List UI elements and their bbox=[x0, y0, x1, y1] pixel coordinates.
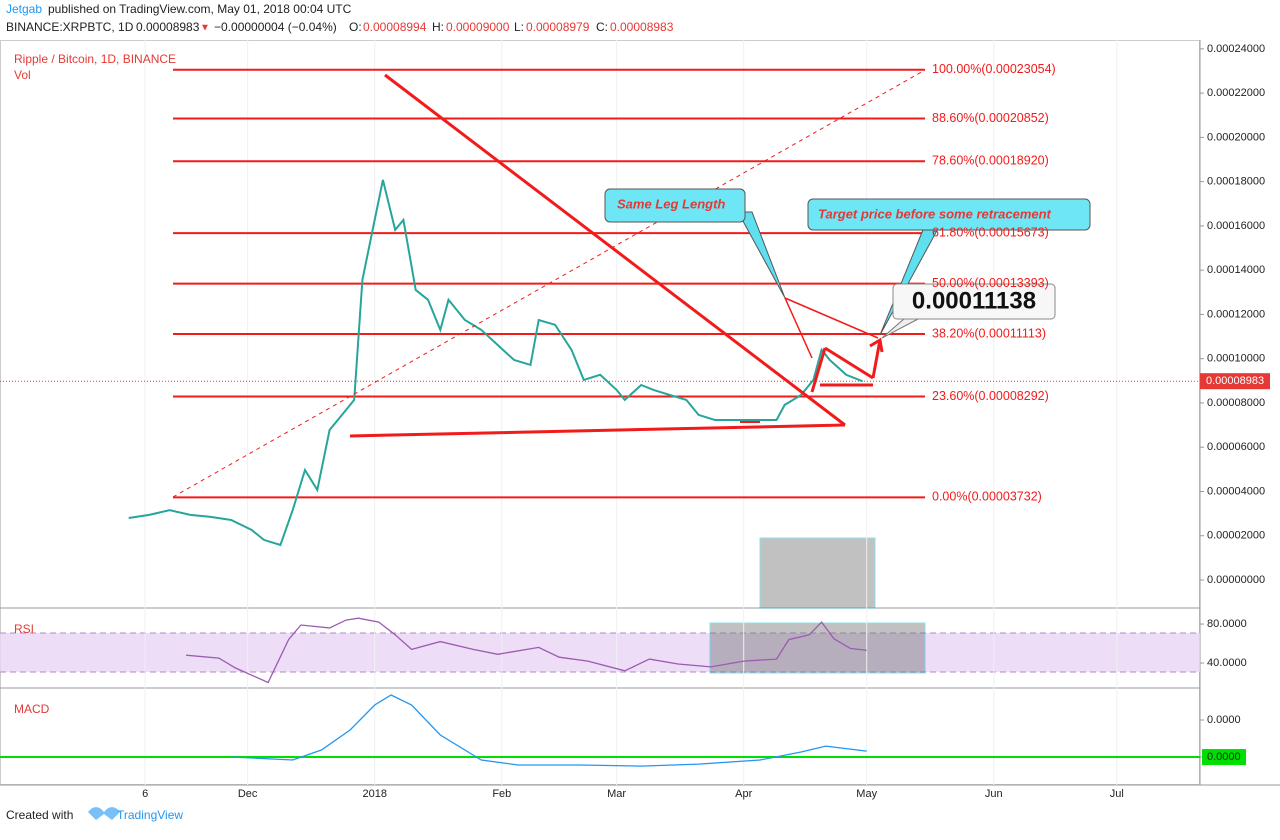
target-arrow-head bbox=[869, 337, 884, 353]
x-tick-label: Jun bbox=[985, 788, 1003, 800]
highlight-volume bbox=[759, 537, 876, 609]
target-arrow bbox=[871, 339, 882, 379]
last-price-tag bbox=[1200, 373, 1270, 390]
x-tick-label: May bbox=[856, 788, 877, 800]
callout-text: Target price before some retracement bbox=[818, 206, 1052, 221]
footer-brand: TradingView bbox=[117, 808, 183, 822]
y-tick-label: 40.0000 bbox=[1207, 657, 1247, 669]
open-label: O: bbox=[349, 20, 362, 34]
y-tick-label: 0.00004000 bbox=[1207, 485, 1265, 497]
x-tick-label: Mar bbox=[607, 788, 626, 800]
zero-tag bbox=[1202, 749, 1246, 766]
flag-line bbox=[810, 347, 827, 393]
target-price-box bbox=[892, 283, 1056, 320]
target-price: 0.00011138 bbox=[912, 287, 1036, 314]
rsi-band bbox=[0, 633, 1200, 672]
symbol: BINANCE:XRPBTC, 1D bbox=[6, 20, 134, 34]
y-tick-label: 0.00020000 bbox=[1207, 131, 1265, 143]
y-tick-label: 0.00022000 bbox=[1207, 87, 1265, 99]
low-label: L: bbox=[514, 20, 524, 34]
close-label: C: bbox=[596, 20, 608, 34]
down-arrow: ▼ bbox=[200, 23, 210, 34]
series-line bbox=[186, 617, 867, 684]
flag-line bbox=[824, 346, 874, 380]
fib-label: 100.00%(0.00023054) bbox=[932, 62, 1056, 76]
fib-label: 38.20%(0.00011113) bbox=[932, 326, 1046, 340]
fib-label: 61.80%(0.00015673) bbox=[932, 225, 1049, 239]
y-tick-label: 0.00014000 bbox=[1207, 264, 1265, 276]
fib-label: 50.00%(0.00013393) bbox=[932, 276, 1049, 290]
leg-arrow bbox=[784, 297, 813, 359]
callout-box bbox=[807, 198, 1091, 231]
x-tick-label: Jul bbox=[1110, 788, 1124, 800]
triangle-line bbox=[384, 73, 846, 427]
y-tick-label: 0.00002000 bbox=[1207, 530, 1265, 542]
panel-title: Ripple / Bitcoin, 1D, BINANCE bbox=[14, 52, 176, 66]
published: published on TradingView.com, May 01, 20… bbox=[48, 2, 352, 16]
y-tick-label: 0.00016000 bbox=[1207, 220, 1265, 232]
x-tick-label: Feb bbox=[492, 788, 511, 800]
panel-title: MACD bbox=[14, 702, 50, 716]
y-tick-label: 0.00012000 bbox=[1207, 308, 1265, 320]
fib-label: 23.60%(0.00008292) bbox=[932, 389, 1049, 403]
callout-box bbox=[604, 188, 746, 223]
footer-created: Created with bbox=[6, 808, 73, 822]
panel-title: RSI bbox=[14, 622, 34, 636]
x-tick-label: 2018 bbox=[362, 788, 386, 800]
last-price-label: 0.00008983 bbox=[1206, 375, 1264, 387]
y-tick-label: 0.00000000 bbox=[1207, 574, 1265, 586]
series-line bbox=[128, 179, 863, 547]
highlight-rsi bbox=[709, 622, 926, 674]
series-line bbox=[231, 694, 867, 767]
x-tick-label: Apr bbox=[735, 788, 752, 800]
open: 0.00008994 bbox=[363, 20, 427, 34]
triangle-line bbox=[349, 423, 846, 438]
tradingview-logo bbox=[88, 807, 120, 820]
high: 0.00009000 bbox=[446, 20, 510, 34]
fib-trend-line bbox=[172, 69, 926, 498]
high-label: H: bbox=[432, 20, 444, 34]
fib-label: 88.60%(0.00020852) bbox=[932, 111, 1049, 125]
fib-label: 78.60%(0.00018920) bbox=[932, 154, 1049, 168]
y-tick-label: 0.00018000 bbox=[1207, 176, 1265, 188]
low: 0.00008979 bbox=[526, 20, 590, 34]
change: −0.00000004 (−0.04%) bbox=[214, 20, 337, 34]
y-tick-label: 0.0000 bbox=[1207, 714, 1241, 726]
callout-text: Same Leg Length bbox=[617, 196, 725, 211]
x-tick-label: 6 bbox=[142, 788, 148, 800]
panel-subtitle: Vol bbox=[14, 68, 31, 82]
close: 0.00008983 bbox=[610, 20, 674, 34]
fib-label: 0.00%(0.00003732) bbox=[932, 490, 1042, 504]
y-tick-label: 0.00010000 bbox=[1207, 353, 1265, 365]
y-tick-label: 80.0000 bbox=[1207, 618, 1247, 630]
y-tick-label: 0.0000 bbox=[1207, 751, 1241, 763]
y-tick-label: 0.00024000 bbox=[1207, 43, 1265, 55]
header-price: 0.00008983 bbox=[136, 20, 200, 34]
x-tick-label: Dec bbox=[238, 788, 258, 800]
leg-arrow bbox=[784, 297, 879, 339]
y-tick-label: 0.00006000 bbox=[1207, 441, 1265, 453]
author: Jetgab bbox=[6, 2, 42, 16]
y-tick-label: 0.00008000 bbox=[1207, 397, 1265, 409]
